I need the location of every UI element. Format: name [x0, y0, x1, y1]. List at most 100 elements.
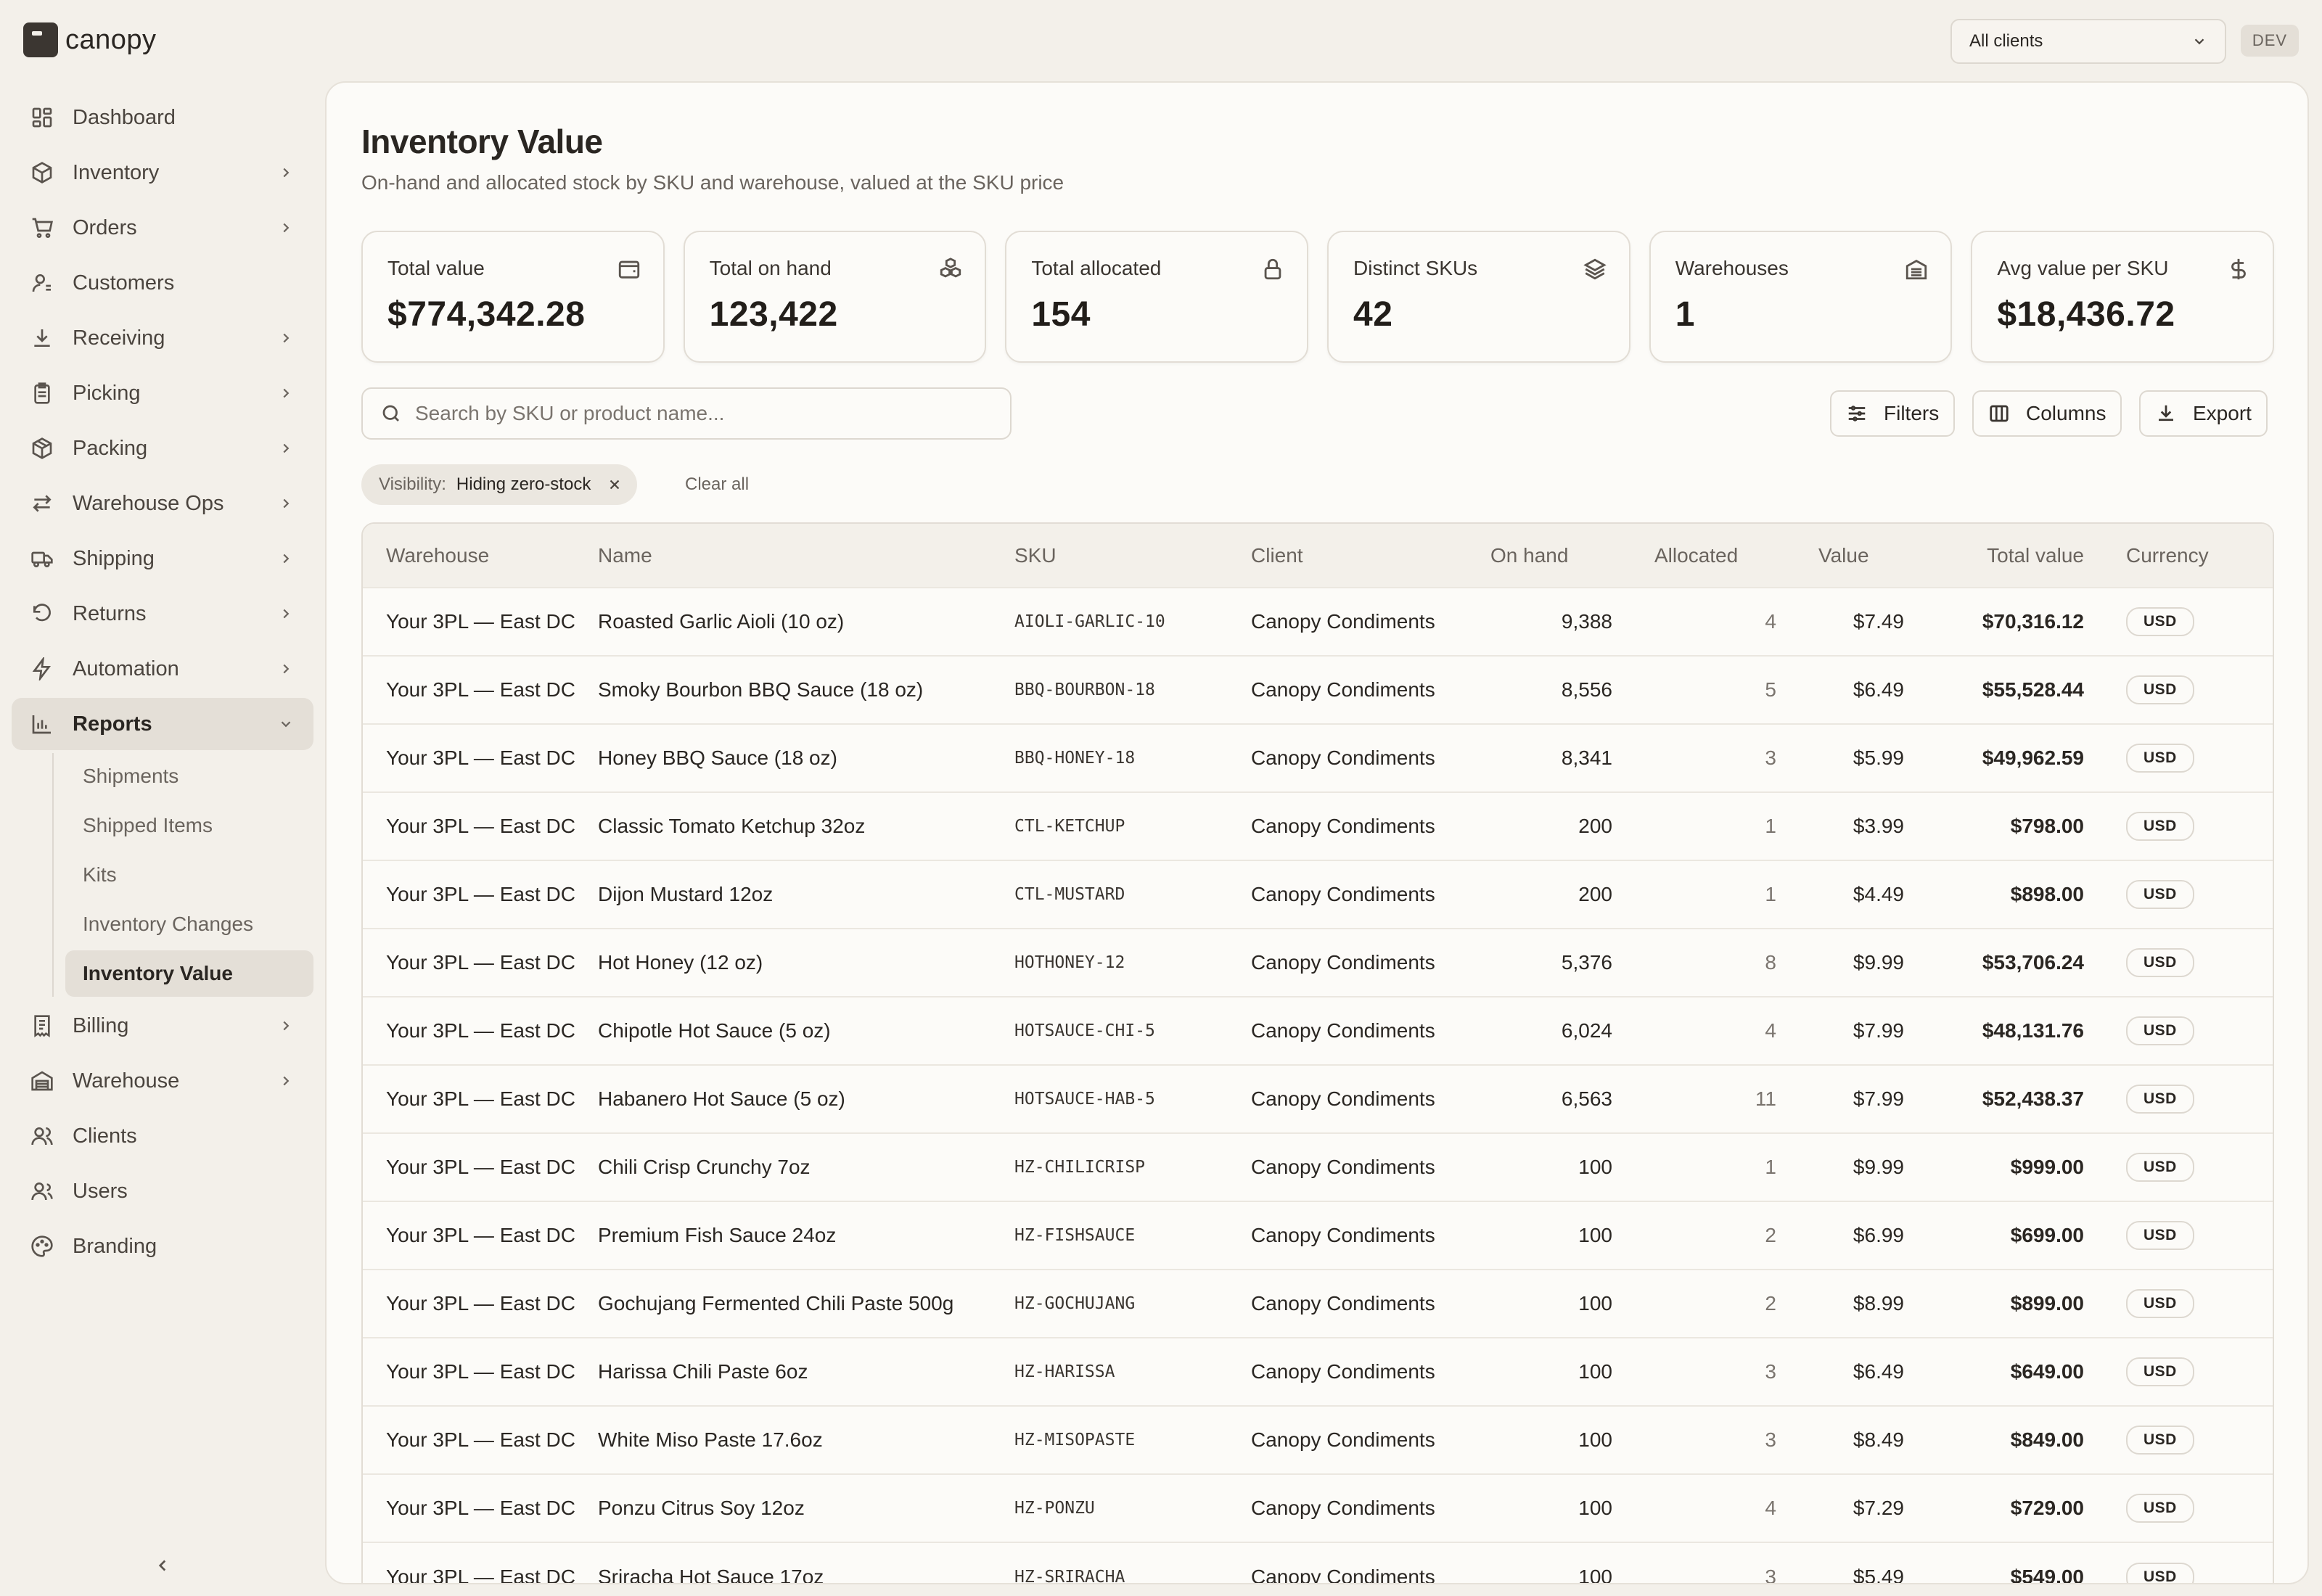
table-cell: HZ-GOCHUJANG [1014, 1294, 1136, 1313]
collapse-sidebar-button[interactable] [149, 1552, 176, 1579]
chevron-right-icon [283, 168, 290, 178]
table-row[interactable]: Your 3PL — East DC Premium Fish Sauce 24o… [363, 1201, 2273, 1270]
customer-icon-wrap [29, 270, 55, 296]
table-row[interactable]: Your 3PL — East DC Classic Tomato Ketchup… [363, 792, 2273, 860]
column-header[interactable]: On hand [1490, 543, 1569, 567]
clear-all-link[interactable]: Clear all [685, 474, 750, 494]
subnav-item[interactable]: Kits [83, 863, 117, 886]
active-filter-chip[interactable]: Visibility: Hiding zero-stock [361, 464, 638, 505]
table-cell: 8,341 [1561, 746, 1612, 769]
table-row[interactable]: Your 3PL — East DC Roasted Garlic Aioli (… [363, 588, 2273, 656]
users-icon [31, 1182, 53, 1201]
palette-icon [31, 1235, 53, 1257]
chevron-right-icon [283, 223, 290, 233]
return-icon [33, 604, 51, 622]
table-cell: Roasted Garlic Aioli (10 oz) [598, 610, 845, 633]
column-header[interactable]: Allocated [1654, 543, 1739, 567]
table-row[interactable]: Your 3PL — East DC Habanero Hot Sauce (5 … [363, 1065, 2273, 1133]
sidebar-item-warehouse-ops[interactable]: Warehouse Ops [12, 477, 313, 530]
brand-logo[interactable]: canopy [23, 22, 157, 58]
search-input[interactable] [415, 402, 993, 425]
sidebar-item-warehouse[interactable]: Warehouse [12, 1055, 313, 1107]
sidebar-item-label: Shipping [73, 546, 155, 570]
table-row[interactable]: Your 3PL — East DC Honey BBQ Sauce (18 oz… [363, 724, 2273, 792]
chevron-down-icon [2194, 38, 2204, 45]
stat-icon-wrap [1260, 257, 1285, 281]
table-cell: Canopy Condiments [1251, 1292, 1435, 1315]
sidebar-item-dashboard[interactable]: Dashboard [12, 91, 313, 144]
currency-badge: USD [2126, 675, 2194, 704]
sidebar-item-orders[interactable]: Orders [12, 202, 313, 254]
filters-button[interactable]: Filters [1830, 390, 1956, 437]
column-header[interactable]: Name [598, 543, 652, 567]
client-select[interactable]: All clients [1950, 19, 2226, 64]
table-row[interactable]: Your 3PL — East DC Harissa Chili Paste 6o… [363, 1338, 2273, 1406]
sidebar-item-branding[interactable]: Branding [12, 1220, 313, 1272]
stat-card: Total on hand 123,422 [683, 231, 987, 363]
table-cell: HOTSAUCE-HAB-5 [1014, 1090, 1155, 1108]
table-row[interactable]: Your 3PL — East DC Chili Crisp Crunchy 7o… [363, 1133, 2273, 1201]
table-cell: 9,388 [1561, 610, 1612, 633]
sidebar-item-automation[interactable]: Automation [12, 643, 313, 695]
column-header[interactable]: Client [1251, 543, 1303, 567]
subnav-item[interactable]: Inventory Value [65, 950, 313, 997]
sidebar-item-reports[interactable]: Reports [12, 698, 313, 750]
table-row[interactable]: Your 3PL — East DC Hot Honey (12 oz) HOTHO… [363, 929, 2273, 997]
table-cell: Your 3PL — East DC [386, 746, 575, 769]
table-row[interactable]: Your 3PL — East DC White Miso Paste 17.6o… [363, 1406, 2273, 1474]
currency-badge: USD [2126, 1016, 2194, 1045]
sidebar-item-billing[interactable]: Billing [12, 1000, 313, 1052]
column-header[interactable]: Total value [1987, 543, 2084, 567]
subnav-item[interactable]: Shipments [83, 765, 179, 787]
table-row[interactable]: Your 3PL — East DC Smoky Bourbon BBQ Sauc… [363, 656, 2273, 724]
sidebar-item-picking[interactable]: Picking [12, 367, 313, 419]
truck-icon [31, 551, 53, 567]
sidebar-item-clients[interactable]: Clients [12, 1110, 313, 1162]
sidebar: Dashboard Inventory Orders Customers Receivi… [12, 91, 313, 1564]
column-header[interactable]: Currency [2126, 543, 2209, 567]
sidebar-item-receiving[interactable]: Receiving [12, 312, 313, 364]
table-cell: $70,316.12 [1982, 610, 2084, 633]
chevron-wrap [276, 163, 296, 183]
column-header[interactable]: Value [1818, 543, 1869, 567]
table-cell: $7.29 [1853, 1497, 1904, 1519]
stat-label: Total allocated [1031, 257, 1162, 279]
sidebar-item-customers[interactable]: Customers [12, 257, 313, 309]
columns-button[interactable]: Columns [1972, 390, 2122, 437]
warehouse-icon-wrap [29, 1068, 55, 1094]
sliders-icon [1848, 406, 1866, 421]
subnav-item[interactable]: Shipped Items [83, 814, 213, 836]
box-icon [32, 162, 52, 184]
table-cell: 1 [1765, 883, 1776, 905]
table-cell: HZ-MISOPASTE [1014, 1431, 1136, 1449]
table-row[interactable]: Your 3PL — East DC Dijon Mustard 12oz CTL-… [363, 860, 2273, 929]
close-icon [610, 480, 620, 490]
table-row[interactable]: Your 3PL — East DC Ponzu Citrus Soy 12oz H… [363, 1474, 2273, 1542]
table-cell: 4 [1765, 610, 1776, 633]
subnav-item[interactable]: Inventory Changes [83, 913, 254, 935]
sidebar-item-users[interactable]: Users [12, 1165, 313, 1217]
search-box[interactable] [361, 387, 1012, 440]
columns-icon [1990, 405, 2009, 422]
sidebar-item-returns[interactable]: Returns [12, 588, 313, 640]
remove-filter-button[interactable] [607, 477, 623, 493]
currency-cell: USD [2103, 997, 2273, 1065]
table-cell: $6.49 [1853, 1360, 1904, 1383]
chevron-right-icon [283, 1021, 290, 1031]
table-row[interactable]: Your 3PL — East DC Sriracha Hot Sauce 17o… [363, 1542, 2273, 1583]
column-header[interactable]: SKU [1014, 543, 1057, 567]
dashboard-icon [32, 107, 52, 128]
table-cell: Your 3PL — East DC [386, 1156, 575, 1178]
export-button[interactable]: Export [2139, 390, 2268, 437]
sidebar-item-inventory[interactable]: Inventory [12, 147, 313, 199]
columns-label: Columns [2026, 402, 2106, 424]
sidebar-item-label: Warehouse [73, 1069, 180, 1093]
table-row[interactable]: Your 3PL — East DC Chipotle Hot Sauce (5 … [363, 997, 2273, 1065]
table-cell: 200 [1578, 815, 1612, 837]
column-header[interactable]: Warehouse [386, 543, 490, 567]
table-row[interactable]: Your 3PL — East DC Gochujang Fermented Ch… [363, 1270, 2273, 1338]
sidebar-item-shipping[interactable]: Shipping [12, 532, 313, 585]
sidebar-item-packing[interactable]: Packing [12, 422, 313, 474]
table-cell: $999.00 [2010, 1156, 2084, 1178]
sidebar-item-label: Receiving [73, 326, 165, 350]
